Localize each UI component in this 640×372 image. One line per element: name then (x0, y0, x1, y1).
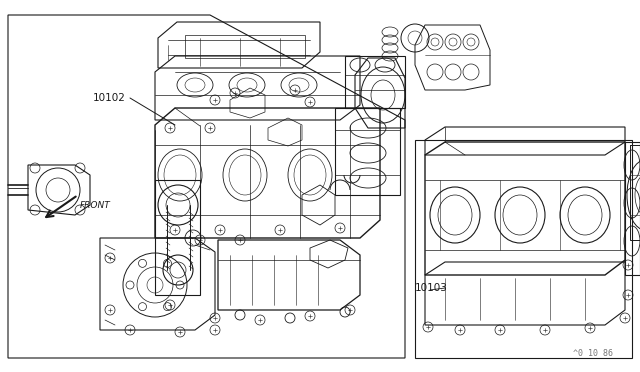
Text: 10102: 10102 (93, 93, 126, 103)
Text: 10103: 10103 (415, 283, 448, 293)
Text: ^0 10 86: ^0 10 86 (573, 349, 613, 358)
Text: FRONT: FRONT (80, 201, 111, 209)
Bar (415, 140, 632, 358)
